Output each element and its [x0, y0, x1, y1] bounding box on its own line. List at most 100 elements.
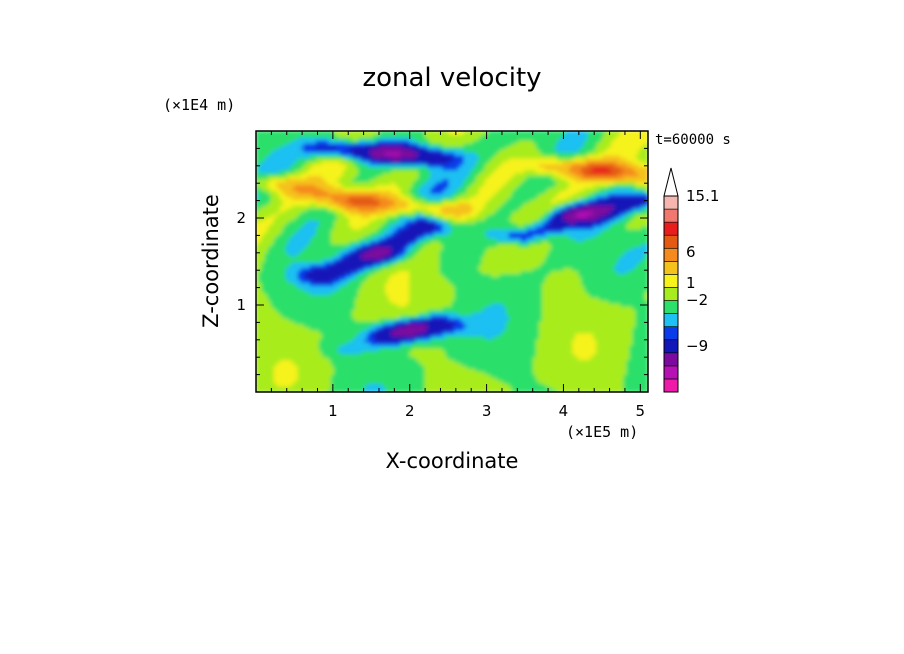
field-cell — [385, 376, 390, 381]
field-cell — [312, 382, 318, 387]
field-cell — [508, 308, 514, 313]
field-cell — [339, 302, 345, 307]
field-cell — [306, 296, 311, 301]
field-cell — [321, 293, 327, 298]
field-cell — [306, 335, 311, 340]
field-cell — [602, 326, 607, 331]
field-cell — [303, 332, 308, 337]
field-cell — [563, 367, 568, 372]
field-cell — [635, 299, 640, 304]
field-cell — [264, 311, 269, 316]
field-cell — [339, 332, 345, 337]
field-cell — [641, 364, 646, 369]
field-cell — [300, 308, 305, 313]
field-cell — [614, 308, 619, 313]
field-cell — [382, 355, 387, 361]
field-cell — [575, 358, 580, 364]
field-cell — [336, 287, 342, 292]
field-cell — [391, 376, 396, 381]
field-cell — [336, 370, 342, 375]
field-cell — [355, 302, 360, 307]
field-cell — [394, 329, 399, 334]
field-cell — [551, 293, 556, 298]
field-cell — [355, 367, 360, 372]
field-cell — [454, 364, 459, 369]
field-cell — [276, 323, 281, 328]
field-cell — [397, 290, 402, 295]
field-cell — [364, 367, 369, 372]
field-cell — [312, 329, 318, 334]
field-cell — [505, 293, 510, 298]
field-cell — [602, 290, 607, 295]
field-cell — [439, 296, 444, 301]
field-cell — [517, 299, 523, 304]
field-cell — [629, 367, 634, 372]
field-cell — [566, 388, 571, 392]
field-cell — [608, 352, 613, 358]
field-cell — [572, 320, 577, 325]
field-cell — [532, 293, 538, 298]
field-cell — [394, 311, 399, 316]
field-cell — [541, 344, 547, 349]
field-cell — [544, 361, 550, 367]
field-cell — [297, 290, 302, 295]
field-cell — [572, 370, 577, 375]
field-cell — [541, 323, 547, 328]
field-cell — [409, 287, 414, 292]
field-cell — [478, 344, 483, 349]
field-cell — [529, 323, 535, 328]
field-cell — [339, 355, 345, 361]
field-cell — [358, 376, 363, 381]
field-cell — [584, 349, 589, 355]
field-cell — [478, 314, 483, 319]
field-cell — [370, 385, 375, 390]
field-cell — [517, 355, 523, 361]
field-cell — [587, 335, 592, 340]
field-cell — [312, 349, 318, 355]
field-cell — [635, 317, 640, 322]
field-cell — [315, 335, 321, 340]
field-cell — [285, 335, 290, 340]
field-cell — [361, 355, 366, 361]
field-cell — [599, 305, 604, 310]
field-cell — [291, 341, 296, 346]
field-cell — [315, 302, 321, 307]
field-cell — [454, 352, 459, 358]
field-cell — [361, 349, 366, 355]
field-cell — [409, 302, 414, 307]
field-cell — [460, 323, 465, 328]
field-cell — [409, 317, 414, 322]
field-cell — [406, 370, 411, 375]
field-cell — [391, 332, 396, 337]
field-cell — [291, 305, 296, 310]
field-cell — [457, 332, 462, 337]
field-cell — [475, 293, 480, 298]
field-cell — [348, 379, 354, 384]
field-cell — [608, 293, 613, 298]
field-cell — [421, 326, 426, 331]
field-cell — [526, 299, 532, 304]
field-cell — [532, 367, 538, 372]
field-cell — [563, 361, 568, 367]
field-cell — [351, 361, 357, 367]
field-cell — [641, 370, 646, 375]
field-cell — [605, 308, 610, 313]
field-cell — [327, 361, 333, 367]
field-cell — [291, 382, 296, 387]
field-cell — [563, 364, 568, 369]
field-cell — [448, 314, 453, 319]
field-cell — [406, 299, 411, 304]
field-cell — [563, 323, 568, 328]
field-cell — [463, 341, 468, 346]
field-cell — [554, 293, 559, 298]
field-cell — [379, 352, 384, 358]
field-cell — [306, 361, 311, 367]
field-cell — [632, 385, 637, 390]
field-cell — [487, 364, 492, 369]
field-cell — [421, 388, 426, 392]
field-cell — [400, 355, 405, 361]
field-cell — [267, 364, 272, 369]
field-cell — [572, 308, 577, 313]
field-cell — [370, 344, 375, 349]
field-cell — [511, 329, 517, 334]
